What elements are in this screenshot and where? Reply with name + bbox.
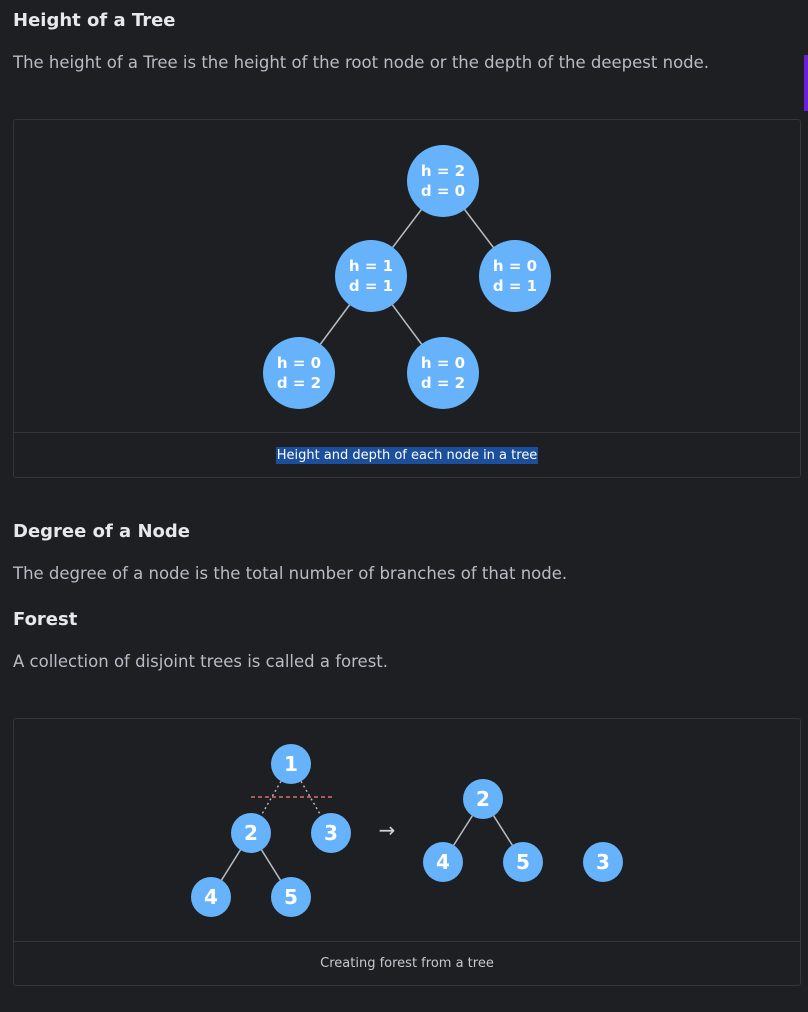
tree-node-2-label: 2 <box>244 821 258 845</box>
forest-node-4-label: 4 <box>436 850 450 874</box>
degree-description: The degree of a node is the total number… <box>13 564 567 583</box>
forest-node-2-label: 2 <box>476 787 490 811</box>
tree-node-left-left <box>263 337 335 409</box>
forest-diagram: 1 2 3 4 5 2 4 5 3 → <box>14 719 800 941</box>
heading-forest: Forest <box>13 609 77 630</box>
figure-forest-caption: Creating forest from a tree <box>14 941 800 985</box>
forest-node-5-label: 5 <box>516 850 530 874</box>
node-left-right-height: h = 0 <box>421 354 465 372</box>
tree-node-root <box>407 145 479 217</box>
tree-height-depth-diagram: h = 2 d = 0 h = 1 d = 1 h = 0 d = 1 h = … <box>14 120 800 432</box>
tree-node-4-label: 4 <box>204 885 218 909</box>
caption-forest-text: Creating forest from a tree <box>320 956 494 971</box>
figure-forest-canvas: 1 2 3 4 5 2 4 5 3 → <box>14 719 800 941</box>
height-description: The height of a Tree is the height of th… <box>13 53 709 72</box>
figure-height-depth: h = 2 d = 0 h = 1 d = 1 h = 0 d = 1 h = … <box>13 119 801 478</box>
tree-node-left-right <box>407 337 479 409</box>
tree-node-left <box>335 240 407 312</box>
caption-height-depth-text: Height and depth of each node in a tree <box>276 447 539 464</box>
node-root-height: h = 2 <box>421 162 465 180</box>
node-left-right-depth: d = 2 <box>421 374 465 392</box>
heading-height-of-tree: Height of a Tree <box>13 10 175 31</box>
node-root-depth: d = 0 <box>421 182 465 200</box>
node-left-depth: d = 1 <box>349 277 393 295</box>
node-left-height: h = 1 <box>349 257 393 275</box>
arrow-right-icon: → <box>379 818 396 842</box>
figure-height-depth-caption: Height and depth of each node in a tree <box>14 432 800 477</box>
node-left-left-height: h = 0 <box>277 354 321 372</box>
tree-node-right <box>479 240 551 312</box>
forest-description: A collection of disjoint trees is called… <box>13 652 388 671</box>
figure-height-depth-canvas: h = 2 d = 0 h = 1 d = 1 h = 0 d = 1 h = … <box>14 120 800 432</box>
tree-node-3-label: 3 <box>324 821 338 845</box>
forest-node-3-label: 3 <box>596 850 610 874</box>
figure-forest: 1 2 3 4 5 2 4 5 3 → Creating forest from… <box>13 718 801 986</box>
node-left-left-depth: d = 2 <box>277 374 321 392</box>
node-right-depth: d = 1 <box>493 277 537 295</box>
heading-degree-of-node: Degree of a Node <box>13 521 190 542</box>
tree-node-5-label: 5 <box>284 885 298 909</box>
node-right-height: h = 0 <box>493 257 537 275</box>
tree-node-1-label: 1 <box>284 752 298 776</box>
scroll-accent-bar <box>804 55 808 111</box>
